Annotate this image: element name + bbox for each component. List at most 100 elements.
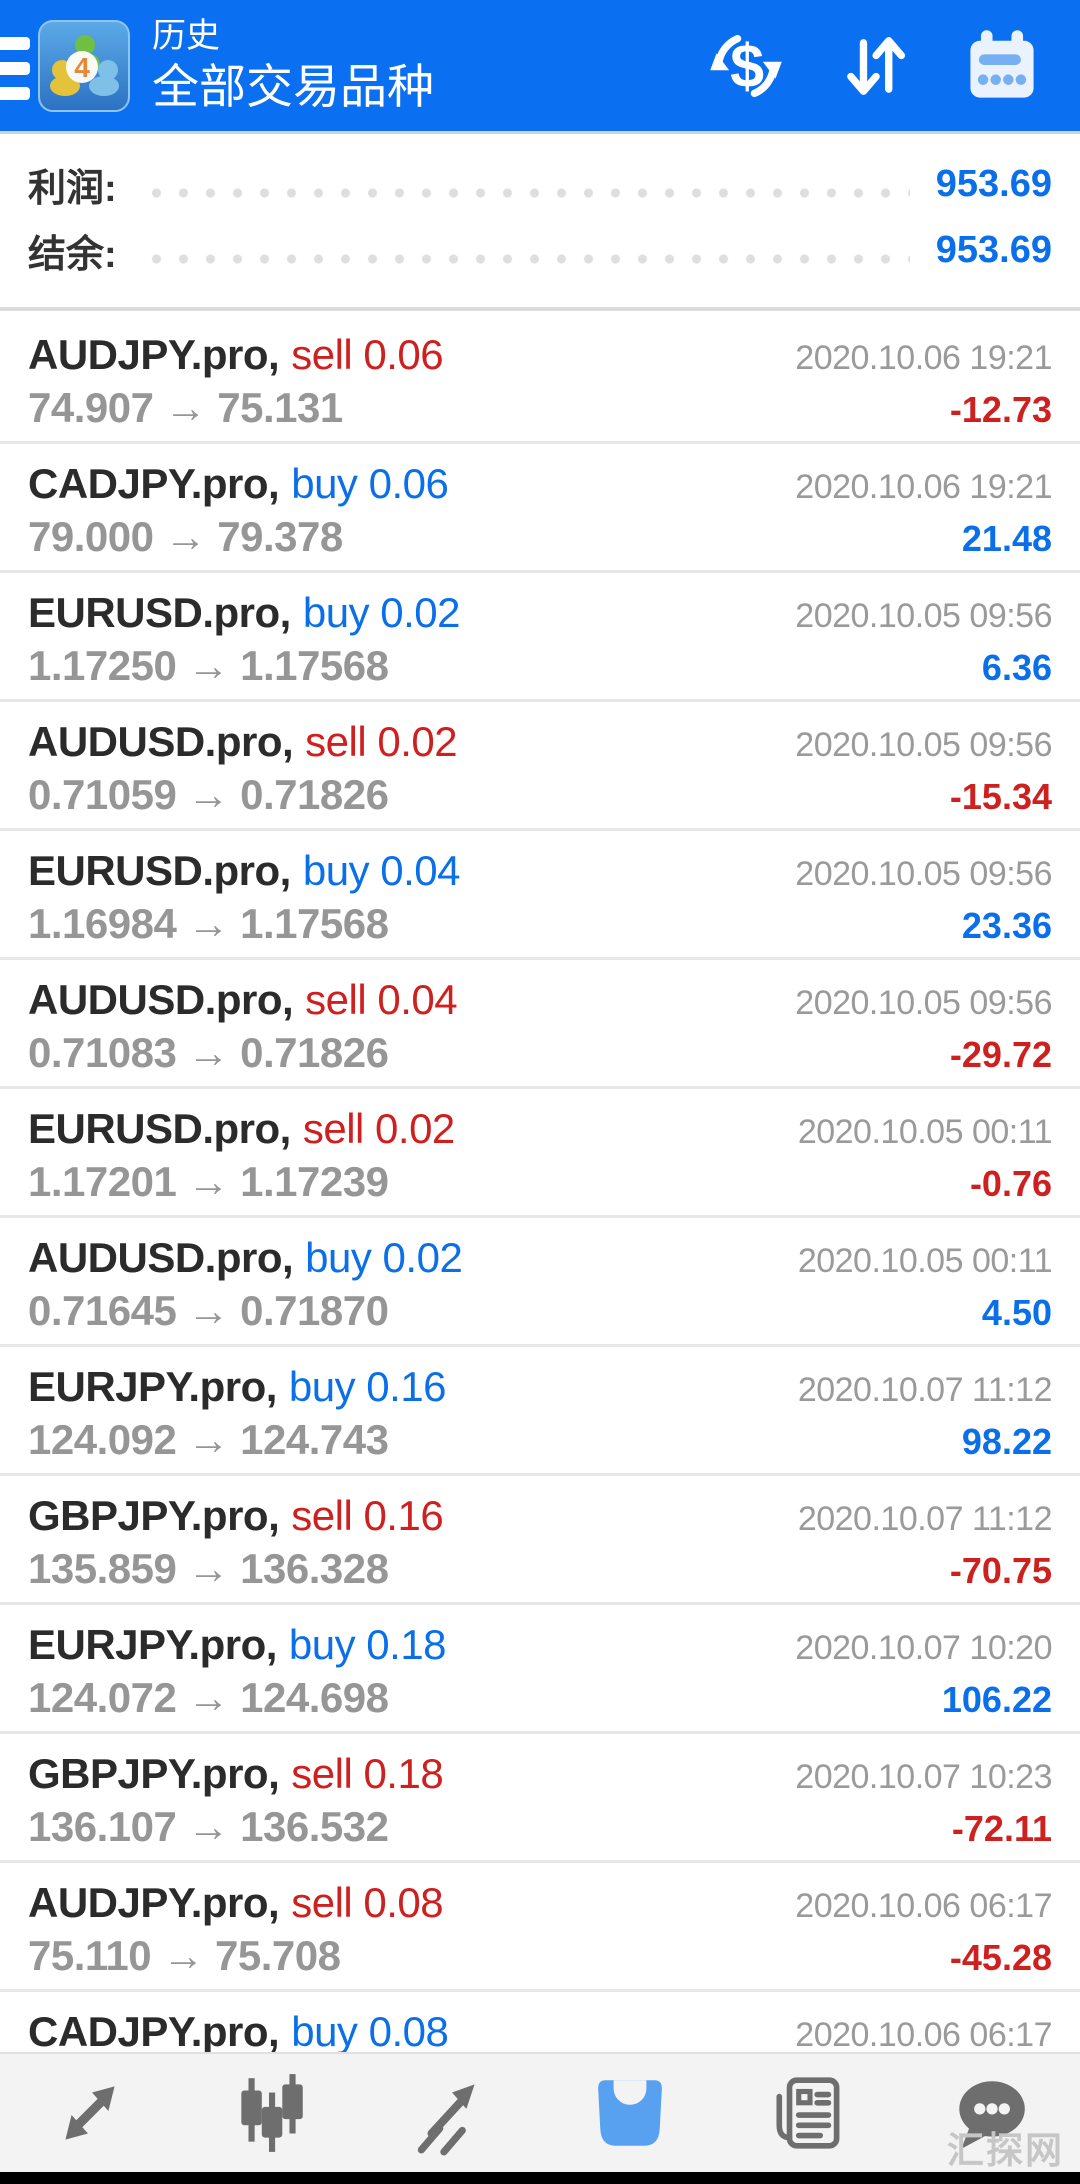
trade-row-line1: AUDJPY.pro, sell 0.06 2020.10.06 19:21	[28, 315, 1052, 379]
header-subtitle: 历史	[152, 16, 220, 55]
trade-row[interactable]: CADJPY.pro, buy 0.06 2020.10.06 19:21 79.00…	[0, 444, 1080, 573]
balance-label: 结余:	[28, 233, 117, 276]
mt4-badge-4: 4	[74, 52, 90, 83]
trade-symbol: EURUSD.pro,	[28, 1105, 291, 1152]
trade-prices: 79.000 → 79.378	[28, 513, 343, 560]
trade-row[interactable]: EURUSD.pro, buy 0.02 2020.10.05 09:56 1.172…	[0, 573, 1080, 702]
header-titles: 历史 全部交易品种	[152, 17, 434, 114]
hamburger-bar	[0, 87, 30, 100]
trade-prices: 1.17201 → 1.17239	[28, 1158, 389, 1205]
trade-row-line1: GBPJPY.pro, sell 0.18 2020.10.07 10:23	[28, 1734, 1052, 1798]
mt4-app-icon: 4	[38, 19, 130, 112]
hamburger-bar	[0, 62, 30, 75]
charts-icon[interactable]	[180, 2054, 360, 2172]
trade-profit: 23.36	[961, 905, 1052, 946]
trade-symbol: EURJPY.pro,	[28, 1363, 277, 1410]
trade-row-line1: EURUSD.pro, buy 0.02 2020.10.05 09:56	[28, 573, 1052, 637]
profit-row: 利润: 953.69	[28, 151, 1052, 217]
trade-row[interactable]: AUDUSD.pro, sell 0.04 2020.10.05 09:56 0.71…	[0, 960, 1080, 1089]
trade-row[interactable]: EURUSD.pro, buy 0.04 2020.10.05 09:56 1.169…	[0, 831, 1080, 960]
quotes-icon[interactable]	[0, 2054, 180, 2172]
trade-row[interactable]: EURJPY.pro, buy 0.16 2020.10.07 11:12 124.0…	[0, 1347, 1080, 1476]
sort-icon[interactable]	[810, 11, 938, 121]
trade-row-line1: AUDUSD.pro, sell 0.02 2020.10.05 09:56	[28, 702, 1052, 766]
hamburger-icon[interactable]	[0, 37, 30, 100]
trade-side-volume: sell 0.02	[305, 718, 458, 765]
trade-row-line2: 136.107 → 136.532 -72.11	[28, 1798, 1052, 1851]
trade-profit: 98.22	[961, 1421, 1052, 1462]
trade-side-volume: buy 0.04	[302, 847, 461, 894]
trade-time: 2020.10.06 19:21	[795, 468, 1052, 506]
trade-row[interactable]: AUDJPY.pro, sell 0.06 2020.10.06 19:21 74.9…	[0, 315, 1080, 444]
dotted-leader	[142, 254, 910, 264]
account-summary: 利润: 953.69 结余: 953.69	[0, 131, 1080, 311]
trade-time: 2020.10.07 11:12	[797, 1371, 1053, 1409]
trade-row[interactable]: GBPJPY.pro, sell 0.16 2020.10.07 11:12 135.…	[0, 1476, 1080, 1605]
trade-row-line2: 0.71083 → 0.71826 -29.72	[28, 1024, 1052, 1077]
trade-symbol: GBPJPY.pro,	[28, 1750, 280, 1797]
trade-row[interactable]: CADJPY.pro, buy 0.08 2020.10.06 06:17	[0, 1992, 1080, 2052]
trade-row[interactable]: GBPJPY.pro, sell 0.18 2020.10.07 10:23 136.…	[0, 1734, 1080, 1863]
trade-row-line2: 1.17201 → 1.17239 -0.76	[28, 1153, 1052, 1206]
dotted-leader	[142, 188, 910, 198]
trade-row-line1: EURUSD.pro, sell 0.02 2020.10.05 00:11	[28, 1089, 1053, 1153]
trade-row-line2: 124.072 → 124.698 106.22	[28, 1669, 1052, 1722]
news-icon[interactable]	[720, 2054, 900, 2172]
trade-time: 2020.10.05 09:56	[795, 984, 1052, 1022]
trade-row[interactable]: AUDUSD.pro, sell 0.02 2020.10.05 09:56 0.71…	[0, 702, 1080, 831]
hamburger-bar	[0, 37, 30, 50]
trade-row[interactable]: AUDUSD.pro, buy 0.02 2020.10.05 00:11 0.716…	[0, 1218, 1080, 1347]
trade-icon[interactable]	[360, 2054, 540, 2172]
trade-prices: 124.072 → 124.698	[28, 1674, 389, 1721]
trade-profit: 4.50	[981, 1292, 1052, 1333]
trade-row-line1: CADJPY.pro, buy 0.08 2020.10.06 06:17	[28, 1992, 1052, 2052]
trade-time: 2020.10.06 19:21	[795, 339, 1052, 377]
trade-prices: 0.71083 → 0.71826	[28, 1029, 389, 1076]
trade-row-line2: 79.000 → 79.378 21.48	[28, 508, 1052, 561]
trade-row-line1: AUDJPY.pro, sell 0.08 2020.10.06 06:17	[28, 1863, 1052, 1927]
header-actions: $	[682, 11, 1066, 121]
trade-row-line2: 1.16984 → 1.17568 23.36	[28, 895, 1052, 948]
trade-symbol: CADJPY.pro,	[28, 2008, 280, 2052]
trade-time: 2020.10.05 09:56	[795, 597, 1052, 635]
trade-symbol: EURUSD.pro,	[28, 847, 291, 894]
trade-row[interactable]: EURUSD.pro, sell 0.02 2020.10.05 00:11 1.17…	[0, 1089, 1080, 1218]
trade-symbol: GBPJPY.pro,	[28, 1492, 280, 1539]
trade-profit: 21.48	[961, 518, 1052, 559]
trade-profit: 106.22	[941, 1679, 1052, 1720]
app-header: 4 历史 全部交易品种 $	[0, 0, 1080, 131]
trade-side-volume: buy 0.06	[291, 460, 449, 507]
currency-exchange-icon[interactable]: $	[682, 11, 810, 121]
trade-symbol: EURJPY.pro,	[28, 1621, 277, 1668]
history-icon[interactable]	[540, 2054, 720, 2172]
calendar-icon[interactable]	[938, 11, 1066, 121]
trade-symbol: AUDJPY.pro,	[28, 331, 280, 378]
trade-time: 2020.10.05 00:11	[797, 1113, 1053, 1151]
trade-time: 2020.10.05 09:56	[795, 726, 1052, 764]
trade-prices: 74.907 → 75.131	[28, 384, 343, 431]
balance-row: 结余: 953.69	[28, 217, 1052, 283]
trade-row[interactable]: AUDJPY.pro, sell 0.08 2020.10.06 06:17 75.1…	[0, 1863, 1080, 1992]
trade-side-volume: sell 0.02	[302, 1105, 455, 1152]
trade-prices: 0.71059 → 0.71826	[28, 771, 389, 818]
trade-profit: -70.75	[949, 1550, 1052, 1591]
trade-time: 2020.10.07 10:23	[795, 1758, 1052, 1796]
trade-time: 2020.10.06 06:17	[795, 2016, 1052, 2052]
trade-row-line1: AUDUSD.pro, sell 0.04 2020.10.05 09:56	[28, 960, 1052, 1024]
trade-prices: 135.859 → 136.328	[28, 1545, 389, 1592]
watermark: 汇探网	[947, 2130, 1064, 2171]
trade-row-line1: GBPJPY.pro, sell 0.16 2020.10.07 11:12	[28, 1476, 1053, 1540]
trade-row[interactable]: EURJPY.pro, buy 0.18 2020.10.07 10:20 124.0…	[0, 1605, 1080, 1734]
trade-symbol: AUDUSD.pro,	[28, 718, 294, 765]
trade-row-line2: 74.907 → 75.131 -12.73	[28, 379, 1052, 432]
messages-icon[interactable]	[900, 2054, 1080, 2172]
trade-symbol: EURUSD.pro,	[28, 589, 291, 636]
trade-side-volume: sell 0.06	[291, 331, 444, 378]
trade-symbol: AUDUSD.pro,	[28, 976, 294, 1023]
trade-prices: 136.107 → 136.532	[28, 1803, 389, 1850]
trade-prices: 124.092 → 124.743	[28, 1416, 389, 1463]
trade-time: 2020.10.07 10:20	[795, 1629, 1052, 1667]
trade-side-volume: buy 0.02	[302, 589, 461, 636]
balance-value: 953.69	[935, 228, 1052, 271]
trade-row-line1: EURJPY.pro, buy 0.16 2020.10.07 11:12	[28, 1347, 1053, 1411]
